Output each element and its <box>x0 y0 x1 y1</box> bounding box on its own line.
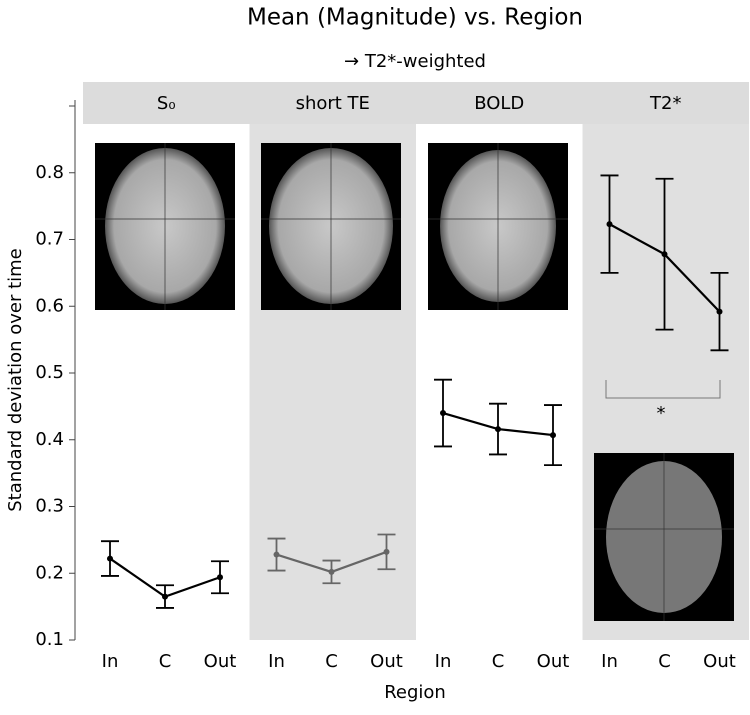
y-axis-label: Standard deviation over time <box>5 248 26 512</box>
x-tick-label: Out <box>370 651 403 672</box>
x-tick-label: Out <box>537 651 570 672</box>
data-point <box>716 308 723 315</box>
data-point <box>217 574 223 581</box>
data-point <box>107 555 113 562</box>
significance-bracket <box>605 380 721 399</box>
x-tick-label: C <box>325 651 338 672</box>
x-tick-label: C <box>492 651 505 672</box>
x-tick-label: C <box>658 651 671 672</box>
data-point <box>328 568 335 575</box>
x-tick-label: In <box>435 651 452 672</box>
data-point <box>606 221 613 228</box>
panel-title: T2* <box>649 93 681 114</box>
x-tick-label: In <box>102 651 119 672</box>
data-point <box>440 410 446 417</box>
panel-title: S₀ <box>157 93 176 114</box>
x-tick-label: In <box>601 651 618 672</box>
chart-subtitle: → T2*-weighted <box>344 51 486 72</box>
chart-title: Mean (Magnitude) vs. Region <box>247 5 583 31</box>
y-tick-label: 0.3 <box>35 496 64 517</box>
x-axis-label: Region <box>384 682 446 703</box>
y-tick-label: 0.8 <box>35 162 64 183</box>
brain-images <box>95 143 734 621</box>
y-tick-label: 0.2 <box>35 562 64 583</box>
x-tick-label: Out <box>703 651 736 672</box>
data-point <box>550 432 556 439</box>
panel-title: short TE <box>296 93 370 114</box>
data-point <box>495 426 501 433</box>
data-point <box>273 551 280 558</box>
y-tick-label: 0.4 <box>35 429 64 450</box>
header-strip <box>83 82 749 124</box>
panel-title: BOLD <box>474 93 524 114</box>
x-tick-label: In <box>268 651 285 672</box>
data-point <box>162 593 168 600</box>
x-tick-label: C <box>159 651 172 672</box>
data-point <box>661 251 668 258</box>
y-tick-label: 0.6 <box>35 295 64 316</box>
annotation: * <box>657 403 666 424</box>
data-point <box>383 548 390 555</box>
y-tick-label: 0.7 <box>35 229 64 250</box>
y-tick-label: 0.1 <box>35 629 64 650</box>
x-tick-label: Out <box>204 651 237 672</box>
y-tick-label: 0.5 <box>35 362 64 383</box>
